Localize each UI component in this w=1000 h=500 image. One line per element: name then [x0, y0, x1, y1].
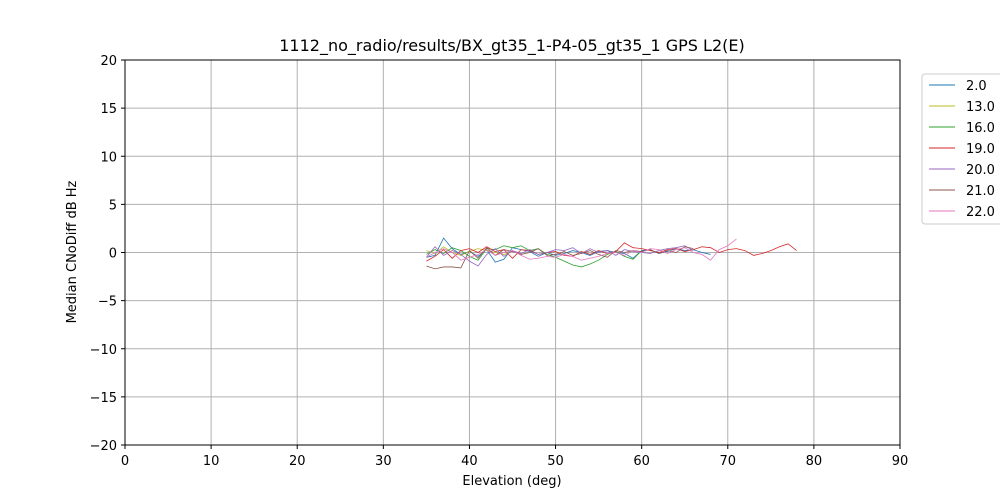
y-tick-label: −20: [90, 439, 117, 454]
x-tick-label: 30: [375, 454, 392, 469]
x-tick-label: 10: [203, 454, 220, 469]
legend-box: [921, 73, 1000, 225]
x-tick-label: 70: [720, 454, 737, 469]
legend-label: 19.0: [966, 142, 995, 157]
series-line-22-0: [426, 238, 737, 261]
chart-title: 1112_no_radio/results/BX_gt35_1-P4-05_gt…: [279, 36, 744, 56]
legend-label: 16.0: [966, 121, 995, 136]
legend-label: 22.0: [966, 205, 995, 220]
legend-label: 21.0: [966, 184, 995, 199]
y-tick-label: 5: [109, 198, 117, 213]
series-lines: [426, 237, 797, 270]
legend-label: 2.0: [966, 79, 987, 94]
x-tick-label: 20: [289, 454, 306, 469]
y-axis-label: Median CNoDiff dB Hz: [65, 180, 80, 323]
series-line-16-0: [426, 245, 642, 268]
x-tick-label: 80: [806, 454, 823, 469]
x-tick-label: 50: [547, 454, 564, 469]
y-tick-label: −10: [90, 343, 117, 358]
legend-label: 20.0: [966, 163, 995, 178]
series-line-20-0: [426, 245, 694, 267]
y-tick-label: 20: [100, 54, 117, 69]
x-tick-label: 90: [892, 454, 909, 469]
axis-ticks: 0 10 20 30 40 50 60 70 80 90 −20 −15 −10 −5 0 5 10 15 20: [90, 54, 909, 469]
x-axis-label: Elevation (deg): [462, 474, 561, 489]
series-line-19-0: [426, 242, 797, 262]
y-tick-label: −15: [90, 391, 117, 406]
x-tick-label: 40: [461, 454, 478, 469]
y-tick-label: −5: [98, 295, 117, 310]
y-tick-label: 15: [100, 102, 117, 117]
legend: 2.0 13.0 16.0 19.0 20.0 21.0 22.0: [921, 73, 1000, 225]
y-tick-label: 10: [100, 150, 117, 165]
legend-label: 13.0: [966, 100, 995, 115]
x-tick-label: 0: [121, 454, 129, 469]
grid-lines: [124, 59, 901, 446]
series-line-21-0: [426, 246, 694, 270]
y-tick-label: 0: [109, 247, 117, 262]
x-tick-label: 60: [633, 454, 650, 469]
